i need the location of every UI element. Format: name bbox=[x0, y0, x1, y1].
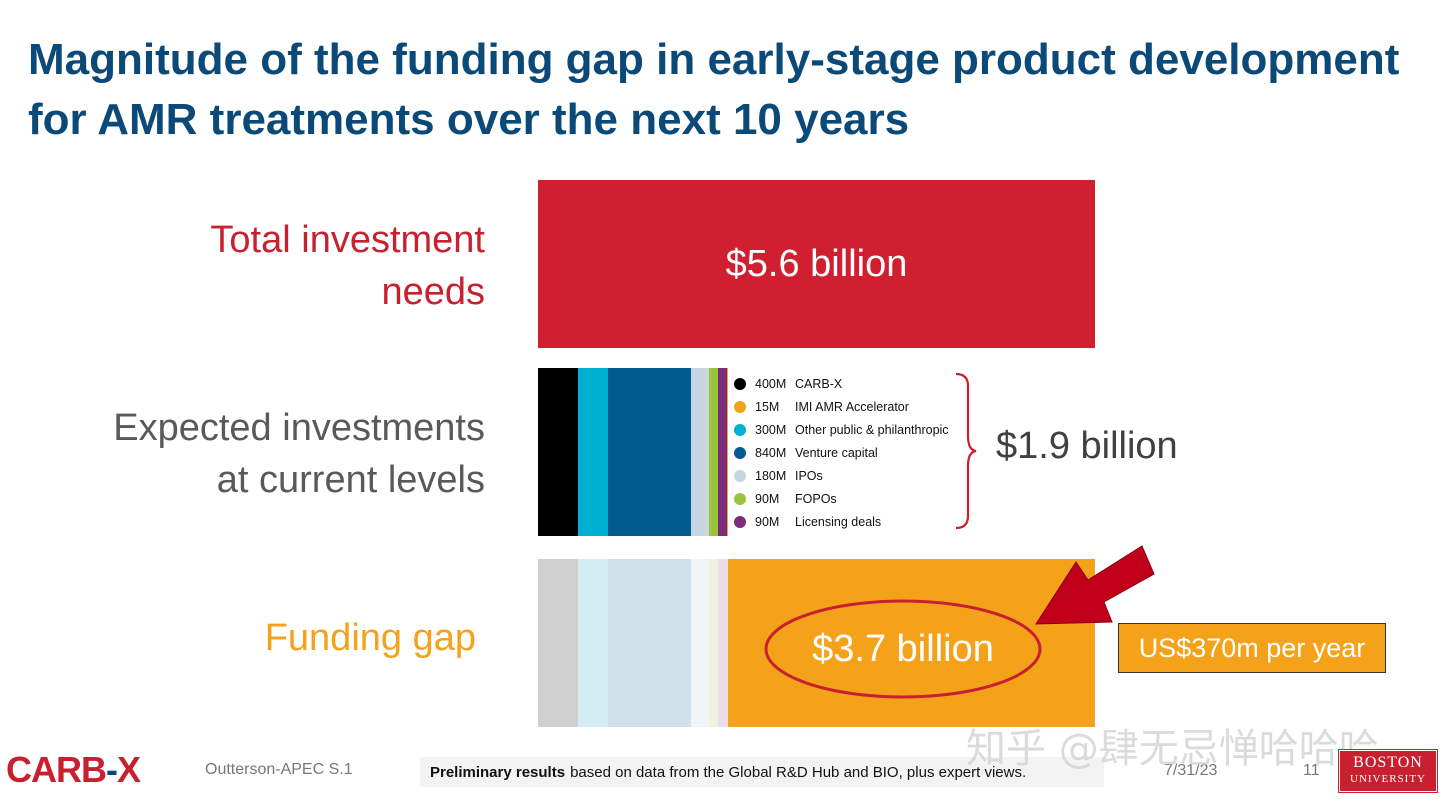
legend-name: Venture capital bbox=[795, 445, 878, 460]
logo-text: CARB bbox=[6, 749, 107, 790]
row-label-total-needs: Total investment needs bbox=[210, 214, 485, 318]
legend-value: 840M bbox=[755, 445, 787, 460]
faded-segment-licensing-deals bbox=[718, 559, 727, 727]
footer-date: 7/31/23 bbox=[1164, 762, 1218, 779]
faded-segment-carb-x bbox=[538, 559, 578, 727]
expected-total-value-label: $1.9 billion bbox=[996, 425, 1178, 467]
legend-swatch-icon bbox=[734, 400, 746, 413]
boston-university-logo: BOSTON UNIVERSITY bbox=[1338, 749, 1438, 793]
legend-item: 840M Venture capital bbox=[734, 441, 949, 464]
row-label-line: needs bbox=[381, 271, 485, 313]
segment-imi-amr-accelerator bbox=[726, 368, 729, 536]
legend-value: 90M bbox=[755, 514, 780, 529]
legend-value: 400M bbox=[755, 376, 787, 391]
legend-swatch-icon bbox=[734, 377, 746, 390]
legend-item: 300M Other public & philanthropic bbox=[734, 418, 949, 441]
legend-item: 90M Licensing deals bbox=[734, 510, 949, 533]
logo-text: X bbox=[117, 749, 141, 790]
legend-item: 90M FOPOs bbox=[734, 487, 949, 510]
legend-name: IMI AMR Accelerator bbox=[795, 399, 909, 414]
faded-segment-imi-amr-accelerator bbox=[726, 559, 729, 727]
segment-ipos bbox=[691, 368, 710, 536]
logo-dash: - bbox=[106, 749, 118, 790]
legend-value: 180M bbox=[755, 468, 787, 483]
row-label-funding-gap: Funding gap bbox=[265, 612, 476, 664]
segment-fopos bbox=[709, 368, 719, 536]
segment-venture-capital bbox=[607, 368, 692, 536]
segment-other-public-philanthropic bbox=[577, 368, 608, 536]
row-label-line: at current levels bbox=[216, 459, 485, 501]
legend-name: Other public & philanthropic bbox=[795, 422, 949, 437]
footer-source: Outterson-APEC S.1 bbox=[205, 761, 353, 778]
legend-value: 90M bbox=[755, 491, 780, 506]
legend-item: 180M IPOs bbox=[734, 464, 949, 487]
segment-carb-x bbox=[538, 368, 578, 536]
legend-name: CARB-X bbox=[795, 376, 843, 391]
row-label-line: Expected investments bbox=[113, 407, 485, 449]
bu-logo-line: BOSTON bbox=[1353, 754, 1423, 771]
legend-swatch-icon bbox=[734, 446, 746, 459]
faded-segment-fopos bbox=[709, 559, 719, 727]
legend-value: 15M bbox=[755, 399, 780, 414]
row-label-line: Funding gap bbox=[264, 617, 476, 659]
highlight-ellipse-icon bbox=[764, 599, 1042, 699]
row-label-expected-investments: Expected investments at current levels bbox=[113, 402, 485, 506]
brace-icon bbox=[955, 372, 977, 530]
faded-segment-ipos bbox=[691, 559, 710, 727]
legend: 400M CARB-X 15M IMI AMR Accelerator 300M Othe… bbox=[734, 372, 949, 533]
faded-segment-venture-capital bbox=[607, 559, 692, 727]
carbx-logo: CARB-X bbox=[6, 748, 141, 792]
legend-value: 300M bbox=[755, 422, 787, 437]
bar-total-value-label: $5.6 billion bbox=[725, 242, 908, 285]
legend-item: 400M CARB-X bbox=[734, 372, 949, 395]
page-number: 11 bbox=[1303, 762, 1320, 779]
title-line-1: Magnitude of the funding gap in early-st… bbox=[28, 35, 1400, 84]
bu-logo-line: UNIVERSITY bbox=[1350, 773, 1426, 785]
watermark: 知乎 @肆无忌惮哈哈哈 bbox=[966, 726, 1379, 772]
annual-gap-callout: US$370m per year bbox=[1118, 623, 1386, 673]
legend-item: 15M IMI AMR Accelerator bbox=[734, 395, 949, 418]
legend-swatch-icon bbox=[734, 515, 746, 528]
legend-swatch-icon bbox=[734, 492, 746, 505]
faded-segment-other-public-philanthropic bbox=[577, 559, 608, 727]
bar-funding-gap bbox=[728, 559, 1095, 727]
segment-licensing-deals bbox=[718, 368, 727, 536]
legend-swatch-icon bbox=[734, 423, 746, 436]
pointer-arrow-icon bbox=[1035, 545, 1155, 625]
legend-name: FOPOs bbox=[795, 491, 837, 506]
row-label-line: Total investment bbox=[210, 219, 485, 261]
footer-note-bold: Preliminary results bbox=[430, 763, 566, 781]
legend-swatch-icon bbox=[734, 469, 746, 482]
footer-note: Preliminary results based on data from t… bbox=[420, 757, 1104, 787]
footer-note-text: based on data from the Global R&D Hub an… bbox=[570, 763, 1027, 781]
legend-name: IPOs bbox=[795, 468, 823, 483]
legend-name: Licensing deals bbox=[795, 514, 882, 529]
bar-total-investment: $5.6 billion bbox=[538, 180, 1095, 348]
slide-title: Magnitude of the funding gap in early-st… bbox=[28, 30, 1418, 150]
bar-gap-value-label: $3.7 billion bbox=[812, 627, 994, 670]
title-line-2: for AMR treatments over the next 10 year… bbox=[28, 95, 910, 144]
gap-value-highlight: $3.7 billion bbox=[764, 598, 1042, 700]
